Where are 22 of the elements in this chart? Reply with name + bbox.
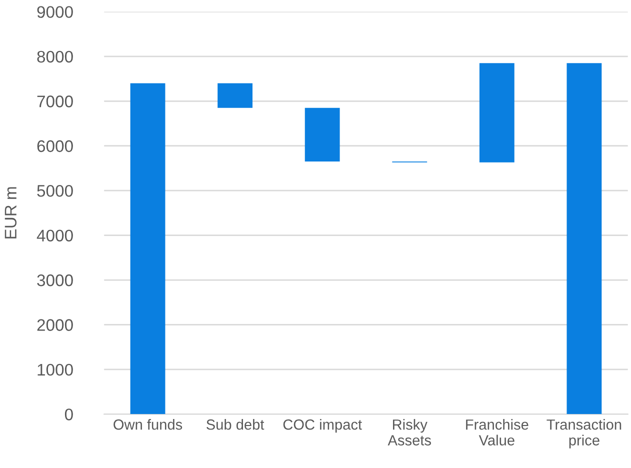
- y-tick-label: 0: [64, 408, 73, 420]
- y-tick-label: 9000: [37, 6, 73, 18]
- bar: [218, 83, 253, 108]
- bar: [130, 83, 166, 414]
- y-tick-label: 3000: [37, 274, 73, 286]
- y-tick-label: 8000: [37, 50, 73, 63]
- y-tick-label: 7000: [37, 96, 73, 108]
- x-tick-label: Franchise Value: [466, 419, 528, 446]
- x-tick-label: Risky Assets: [388, 419, 431, 446]
- x-tick-label: Transaction price: [546, 419, 622, 448]
- y-tick-label: 4000: [36, 230, 73, 242]
- bar: [479, 63, 514, 162]
- x-tick-label: COC impact: [283, 419, 362, 433]
- y-axis-title: EUR m: [4, 187, 17, 238]
- y-tick-label: 6000: [37, 140, 73, 152]
- y-tick-label: 2000: [37, 319, 73, 331]
- y-tick-label: 5000: [37, 184, 73, 197]
- x-tick-label: Sub debt: [206, 419, 264, 430]
- x-tick-label: Own funds: [114, 419, 182, 430]
- bar: [566, 63, 602, 414]
- y-tick-label: 1000: [38, 364, 73, 376]
- bar: [304, 108, 340, 162]
